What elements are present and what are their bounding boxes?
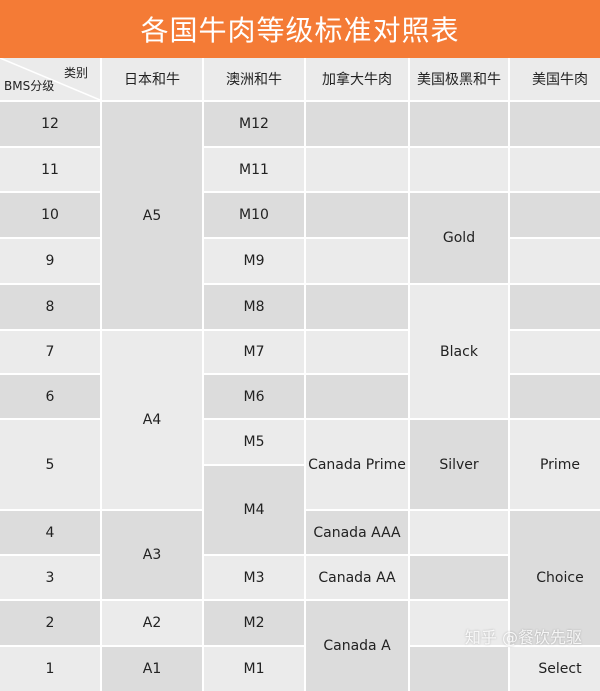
bms-cell: 4	[0, 511, 100, 554]
bms-cell: 6	[0, 375, 100, 418]
column-header: 美国牛肉	[510, 58, 600, 100]
watermark: 知乎 @餐饮先驱	[464, 628, 582, 647]
canada-grade-cell: Canada Prime	[306, 420, 408, 509]
empty-cell	[410, 148, 508, 191]
empty-cell	[306, 285, 408, 329]
column-header: 加拿大牛肉	[306, 58, 408, 100]
australia-grade-cell: M3	[204, 556, 304, 599]
australia-grade-cell: M9	[204, 239, 304, 283]
bms-cell: 3	[0, 556, 100, 599]
australia-grade-cell: M6	[204, 375, 304, 418]
empty-cell	[306, 331, 408, 373]
usda-grade-cell: Choice	[510, 511, 600, 645]
bms-cell: 2	[0, 601, 100, 645]
empty-cell	[510, 375, 600, 418]
japan-grade-cell: A1	[102, 647, 202, 691]
empty-cell	[410, 102, 508, 146]
empty-cell	[510, 193, 600, 237]
empty-cell	[510, 102, 600, 146]
empty-cell	[410, 556, 508, 599]
us-black-grade-cell: Black	[410, 285, 508, 418]
bms-cell: 11	[0, 148, 100, 191]
japan-grade-cell: A3	[102, 511, 202, 599]
empty-cell	[306, 375, 408, 418]
corner-header: 类别 BMS分级	[0, 58, 100, 100]
canada-grade-cell: Canada AA	[306, 556, 408, 599]
bms-cell: 7	[0, 331, 100, 373]
bms-cell: 1	[0, 647, 100, 691]
category-label: 类别	[63, 66, 88, 80]
bms-cell: 10	[0, 193, 100, 237]
empty-cell	[510, 239, 600, 283]
empty-cell	[410, 601, 508, 645]
australia-grade-cell: M8	[204, 285, 304, 329]
column-header: 美国极黑和牛	[410, 58, 508, 100]
japan-grade-cell: A2	[102, 601, 202, 645]
japan-grade-cell: A4	[102, 331, 202, 509]
column-header: 澳洲和牛	[204, 58, 304, 100]
empty-cell	[306, 193, 408, 237]
page-title: 各国牛肉等级标准对照表	[0, 0, 600, 58]
empty-cell	[306, 239, 408, 283]
empty-cell	[306, 102, 408, 146]
australia-grade-cell: M5	[204, 420, 304, 464]
australia-grade-cell: M7	[204, 331, 304, 373]
australia-grade-cell: M2	[204, 601, 304, 645]
empty-cell	[306, 148, 408, 191]
australia-grade-cell: M12	[204, 102, 304, 146]
japan-grade-cell: A5	[102, 102, 202, 329]
australia-grade-cell: M4	[204, 466, 304, 554]
column-header: 日本和牛	[102, 58, 202, 100]
australia-grade-cell: M11	[204, 148, 304, 191]
empty-cell	[410, 511, 508, 554]
canada-grade-cell: Canada A	[306, 601, 408, 691]
empty-cell	[410, 647, 508, 691]
bms-cell: 8	[0, 285, 100, 329]
diagonal-line	[0, 58, 100, 100]
usda-grade-cell: Select	[510, 647, 600, 691]
empty-cell	[510, 148, 600, 191]
australia-grade-cell: M1	[204, 647, 304, 691]
empty-cell	[510, 285, 600, 329]
empty-cell	[510, 331, 600, 373]
us-black-grade-cell: Gold	[410, 193, 508, 283]
grade-table: 类别 BMS分级 日本和牛 澳洲和牛 加拿大牛肉 美国极黑和牛 美国牛肉 12 …	[0, 58, 600, 691]
bms-cell: 9	[0, 239, 100, 283]
usda-grade-cell: Prime	[510, 420, 600, 509]
us-black-grade-cell: Silver	[410, 420, 508, 509]
bms-cell: 5	[0, 420, 100, 509]
canada-grade-cell: Canada AAA	[306, 511, 408, 554]
australia-grade-cell: M10	[204, 193, 304, 237]
bms-cell: 12	[0, 102, 100, 146]
bms-label: BMS分级	[4, 79, 55, 93]
